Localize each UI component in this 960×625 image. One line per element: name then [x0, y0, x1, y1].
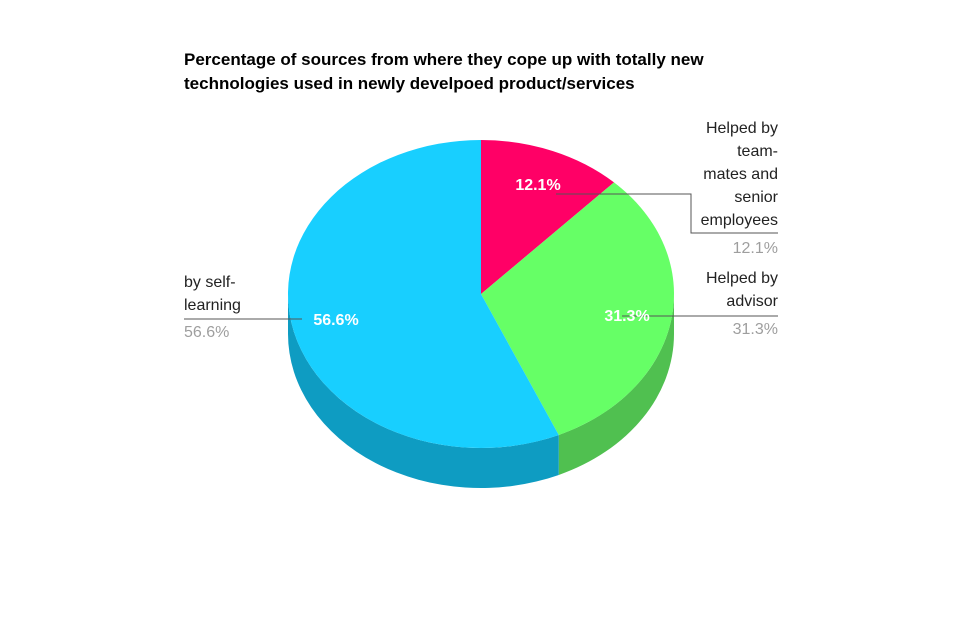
legend-teammates-line: team-: [737, 143, 778, 160]
value-label-advisor: 31.3%: [604, 308, 649, 325]
legend-pct-teammates: 12.1%: [732, 240, 778, 257]
pie-top-group: [287, 140, 674, 448]
legend-pct-self-learning: 56.6%: [184, 324, 230, 341]
legend-label-advisor: Helped by advisor: [640, 267, 778, 313]
legend-advisor-line: Helped by: [705, 270, 778, 287]
legend-advisor-line: advisor: [726, 293, 778, 310]
legend-label-self-learning: by self- learning: [184, 271, 324, 317]
legend-teammates-line: employees: [700, 212, 778, 229]
chart-title: Percentage of sources from where they co…: [184, 50, 704, 93]
legend-teammates-line: senior: [734, 189, 778, 206]
pie-slice-side-advisor: [558, 294, 674, 475]
leader-line-teammates: [556, 193, 778, 234]
legend-label-teammates: Helped by team- mates and senior employe…: [640, 117, 778, 232]
value-labels-group: 12.1% 31.3% 56.6%: [313, 177, 649, 329]
legend-pct-advisor: 31.3%: [732, 321, 778, 338]
value-label-teammates: 12.1%: [515, 177, 560, 194]
pie-slice-advisor: [481, 182, 674, 435]
legend-self-line: learning: [184, 297, 241, 314]
legend-self-line: by self-: [184, 274, 236, 291]
legend-teammates-line: Helped by: [705, 120, 778, 137]
leader-lines-group: [184, 193, 778, 320]
pie-slice-teammates: [481, 140, 614, 294]
legend-teammates-line: mates and: [703, 166, 778, 183]
pie-slice-self-learning: [287, 140, 559, 448]
pie-slice-side-self-learning: [288, 294, 559, 489]
value-label-self-learning: 56.6%: [313, 312, 358, 329]
pie-depth-group: [288, 294, 674, 489]
